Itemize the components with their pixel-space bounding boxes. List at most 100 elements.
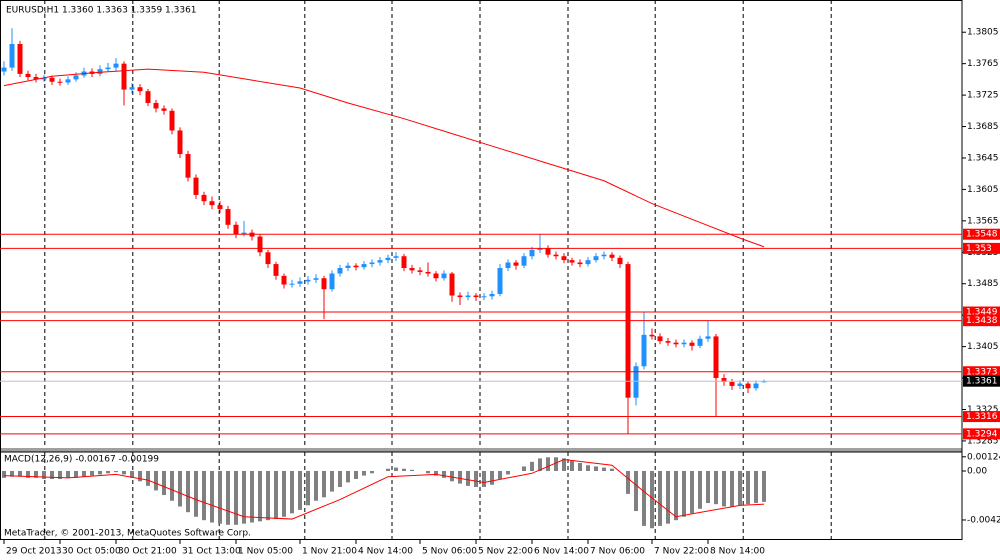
candle-body xyxy=(257,236,263,253)
macd-bar xyxy=(186,470,190,513)
macd-bar xyxy=(194,470,198,517)
candle-body xyxy=(33,77,39,80)
x-tick-label: 5 Nov 06:00 xyxy=(422,547,477,557)
macd-bar xyxy=(282,470,286,517)
macd-bar xyxy=(154,470,158,491)
candle-body xyxy=(465,295,471,298)
candle-body xyxy=(9,44,15,68)
macd-bar xyxy=(202,470,206,521)
candle-body xyxy=(353,265,359,268)
macd-bar xyxy=(354,470,358,480)
candle-body xyxy=(369,262,375,265)
candle-body xyxy=(345,265,351,269)
macd-bar xyxy=(650,470,654,529)
macd-bar xyxy=(82,470,86,477)
macd-bar xyxy=(562,458,566,471)
candle-body xyxy=(273,264,279,276)
candle-body xyxy=(545,248,551,255)
macd-bar xyxy=(18,470,22,477)
footer: MetaTrader, © 2001-2013, MetaQuotes Soft… xyxy=(4,529,251,539)
macd-bar xyxy=(402,468,406,471)
y-tick-label: 1.3765 xyxy=(967,59,999,69)
candle-body xyxy=(177,130,183,155)
candle-body xyxy=(569,260,575,263)
candle-body xyxy=(617,257,623,265)
macd-bar xyxy=(610,468,614,471)
macd-bar xyxy=(90,470,94,476)
candle-body xyxy=(169,110,175,131)
candle-body xyxy=(505,262,511,269)
macd-bar xyxy=(586,465,590,471)
price-level-tag xyxy=(963,228,1000,240)
macd-bar xyxy=(290,470,294,514)
macd-bar xyxy=(2,470,6,478)
candle-body xyxy=(129,87,135,90)
candle-body xyxy=(209,201,215,206)
y-tick-label: 1.3285 xyxy=(967,436,999,446)
macd-bar xyxy=(554,457,558,471)
candle-body xyxy=(305,279,311,282)
candle-body xyxy=(113,63,119,68)
macd-bar xyxy=(394,467,398,471)
y-tick-label: 1.3725 xyxy=(967,91,999,101)
macd-bar xyxy=(762,470,766,502)
y-tick-label: 1.3325 xyxy=(967,405,999,415)
macd-bar xyxy=(42,470,46,480)
candle-body xyxy=(49,77,55,82)
candle-body xyxy=(489,293,495,297)
macd-bar xyxy=(58,470,62,480)
price-level-label: 1.3373 xyxy=(966,367,998,377)
candle-body xyxy=(97,69,103,74)
macd-bar xyxy=(426,470,430,474)
price-level-tag xyxy=(963,411,1000,423)
macd-bar xyxy=(106,470,110,474)
macd-bar xyxy=(50,470,54,480)
candle-body xyxy=(561,256,567,261)
x-tick-label: 7 Nov 22:00 xyxy=(654,547,709,557)
price-level-tag xyxy=(963,242,1000,254)
candle-body xyxy=(513,262,519,266)
price-level-label: 1.353 xyxy=(966,244,992,254)
price-level-label: 1.3548 xyxy=(966,230,998,240)
candle-body xyxy=(481,296,487,298)
price-level-label: 1.3449 xyxy=(966,308,998,318)
macd-bar xyxy=(538,458,542,471)
price-level-label: 1.3438 xyxy=(966,316,998,326)
candle-body xyxy=(729,381,735,386)
candle-body xyxy=(105,67,111,70)
macd-bar xyxy=(34,470,38,478)
candle-body xyxy=(737,383,743,386)
macd-bar xyxy=(162,470,166,496)
candle-body xyxy=(449,273,455,296)
y-tick-label: -0.00428 xyxy=(967,515,1000,525)
macd-bar xyxy=(530,461,534,471)
macd-bar xyxy=(466,470,470,486)
candle-body xyxy=(753,383,759,389)
x-tick-label: 4 Nov 14:00 xyxy=(358,547,413,557)
candle-body xyxy=(417,270,423,272)
macd-bar xyxy=(226,470,230,525)
candle-body xyxy=(185,154,191,178)
macd-bar xyxy=(170,470,174,501)
macd-bar xyxy=(306,470,310,506)
macd-bar xyxy=(546,457,550,471)
price-level-label: 1.3294 xyxy=(966,429,998,439)
candle-body xyxy=(601,254,607,257)
macd-bar xyxy=(490,470,494,485)
candle-body xyxy=(529,249,535,257)
candle-body xyxy=(321,278,327,290)
candle-body xyxy=(713,336,719,379)
price-level-label: 1.3316 xyxy=(966,412,998,422)
pane-divider xyxy=(0,448,962,452)
macd-bar xyxy=(674,470,678,521)
candle-body xyxy=(385,257,391,261)
macd-bar xyxy=(122,470,126,475)
candle-body xyxy=(553,254,559,257)
x-tick-label: 6 Nov 14:00 xyxy=(534,547,589,557)
macd-bar xyxy=(738,470,742,506)
candle-body xyxy=(673,342,679,345)
y-tick-label: 1.3685 xyxy=(967,122,999,132)
candle-body xyxy=(441,273,447,279)
price-level-tag xyxy=(963,306,1000,318)
candle-body xyxy=(409,268,415,271)
